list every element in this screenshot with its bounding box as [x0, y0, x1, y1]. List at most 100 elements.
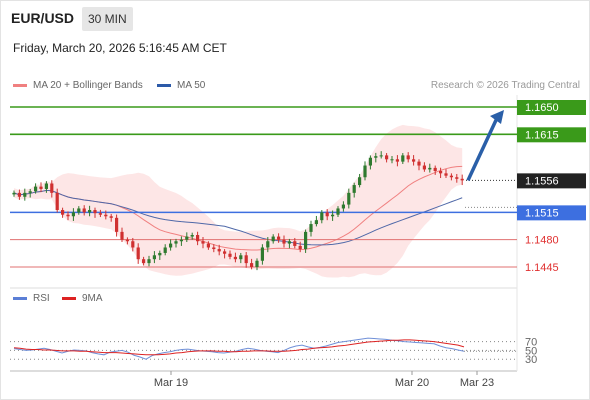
candle-body: [428, 167, 432, 170]
timeframe-button[interactable]: 30 MIN: [82, 7, 133, 31]
candle-body: [336, 208, 340, 215]
candle-body: [395, 159, 399, 162]
candle-body: [61, 210, 65, 215]
candle-body: [422, 165, 426, 170]
legend-ma50-label: MA 50: [177, 80, 206, 91]
bollinger-band: [14, 124, 463, 278]
candle-body: [358, 177, 362, 186]
candle-body: [331, 214, 335, 217]
candle-body: [433, 167, 437, 171]
candle-body: [314, 220, 318, 225]
level-tag-1.1615: [517, 127, 586, 143]
symbol-label: EUR/USD: [11, 10, 75, 26]
candle-body: [271, 236, 275, 242]
candle-body: [39, 186, 43, 189]
rsi-ma-swatch: [62, 297, 76, 300]
candle-body: [201, 241, 205, 244]
candle-body: [93, 210, 97, 214]
candle-body: [228, 253, 232, 257]
candle-body: [298, 245, 302, 250]
candle-body: [50, 183, 54, 193]
candle-body: [352, 185, 356, 193]
x-label-mar-20: Mar 20: [395, 377, 429, 389]
rsi-tick-50: 50: [525, 345, 537, 357]
candle-body: [239, 255, 243, 260]
candle-body: [12, 192, 16, 195]
timestamp: Friday, March 20, 2026 5:16:45 AM CET: [13, 41, 227, 55]
candle-body: [55, 192, 59, 211]
legend-rsi: RSI: [13, 293, 50, 304]
candle-body: [293, 241, 297, 246]
candle-body: [320, 212, 324, 221]
candle-body: [131, 241, 135, 248]
candle-body: [98, 213, 102, 215]
candle-body: [152, 255, 156, 260]
rsi-swatch: [13, 297, 27, 300]
candle-body: [179, 239, 183, 242]
candle-body: [88, 210, 92, 213]
candle-body: [325, 212, 329, 217]
candle-body: [17, 192, 21, 197]
current-price-label: 1.1556: [525, 175, 559, 187]
candle-body: [309, 224, 313, 232]
candle-body: [444, 173, 448, 176]
candle-body: [363, 165, 367, 178]
x-label-mar-19: Mar 19: [154, 377, 188, 389]
candle-body: [282, 239, 286, 244]
candle-body: [244, 255, 248, 264]
candle-body: [34, 186, 38, 192]
candle-body: [412, 159, 416, 162]
rsi-tick-70: 70: [525, 337, 537, 349]
legend-rsi-ma: 9MA: [62, 293, 103, 304]
candle-body: [77, 208, 81, 213]
candle-body: [28, 191, 32, 193]
candle-body: [255, 260, 259, 267]
level-label-1.1445: 1.1445: [525, 262, 559, 274]
candle-body: [104, 214, 108, 217]
x-label-mar-23: Mar 23: [460, 377, 494, 389]
candle-body: [71, 212, 75, 217]
candle-body: [374, 156, 378, 158]
level-label-1.1515: 1.1515: [525, 207, 559, 219]
legend-ma20: MA 20 + Bollinger Bands: [13, 80, 143, 91]
candle-body: [304, 231, 308, 250]
candle-body: [206, 243, 210, 248]
legend-rsi-ma-label: 9MA: [82, 293, 103, 304]
candle-body: [287, 241, 291, 244]
ma20-swatch: [13, 84, 27, 87]
level-label-1.1615: 1.1615: [525, 129, 559, 141]
candle-body: [196, 235, 200, 242]
candle-body: [142, 259, 146, 264]
forecast-arrow-shaft: [466, 117, 499, 182]
forecast-arrow-head: [490, 110, 504, 124]
candle-body: [115, 217, 119, 232]
candle-body: [109, 216, 113, 218]
current-price-tag: [517, 173, 586, 189]
level-tag-1.1515: [517, 205, 586, 221]
candle-body: [82, 208, 86, 213]
candle-body: [368, 157, 372, 166]
candle-body: [120, 231, 124, 240]
rsi-tick-30: 30: [525, 354, 537, 366]
candle-body: [277, 236, 281, 240]
candle-body: [136, 247, 140, 260]
candle-body: [217, 249, 221, 252]
candle-body: [185, 236, 189, 240]
candle-body: [460, 178, 464, 181]
candle-body: [266, 241, 270, 248]
level-label-1.1480: 1.1480: [525, 235, 559, 247]
candle-body: [260, 247, 264, 261]
candle-body: [250, 263, 254, 267]
ma50-swatch: [157, 84, 171, 87]
legend-ma50: MA 50: [157, 80, 205, 91]
ma50-line: [13, 189, 463, 246]
candle-body: [169, 243, 173, 248]
candle-body: [455, 177, 459, 179]
candle-body: [379, 155, 383, 157]
candle-body: [125, 239, 129, 242]
candle-body: [341, 204, 345, 209]
candle-body: [385, 155, 389, 160]
candle-body: [163, 247, 167, 253]
legend-ma20-label: MA 20 + Bollinger Bands: [33, 80, 143, 91]
